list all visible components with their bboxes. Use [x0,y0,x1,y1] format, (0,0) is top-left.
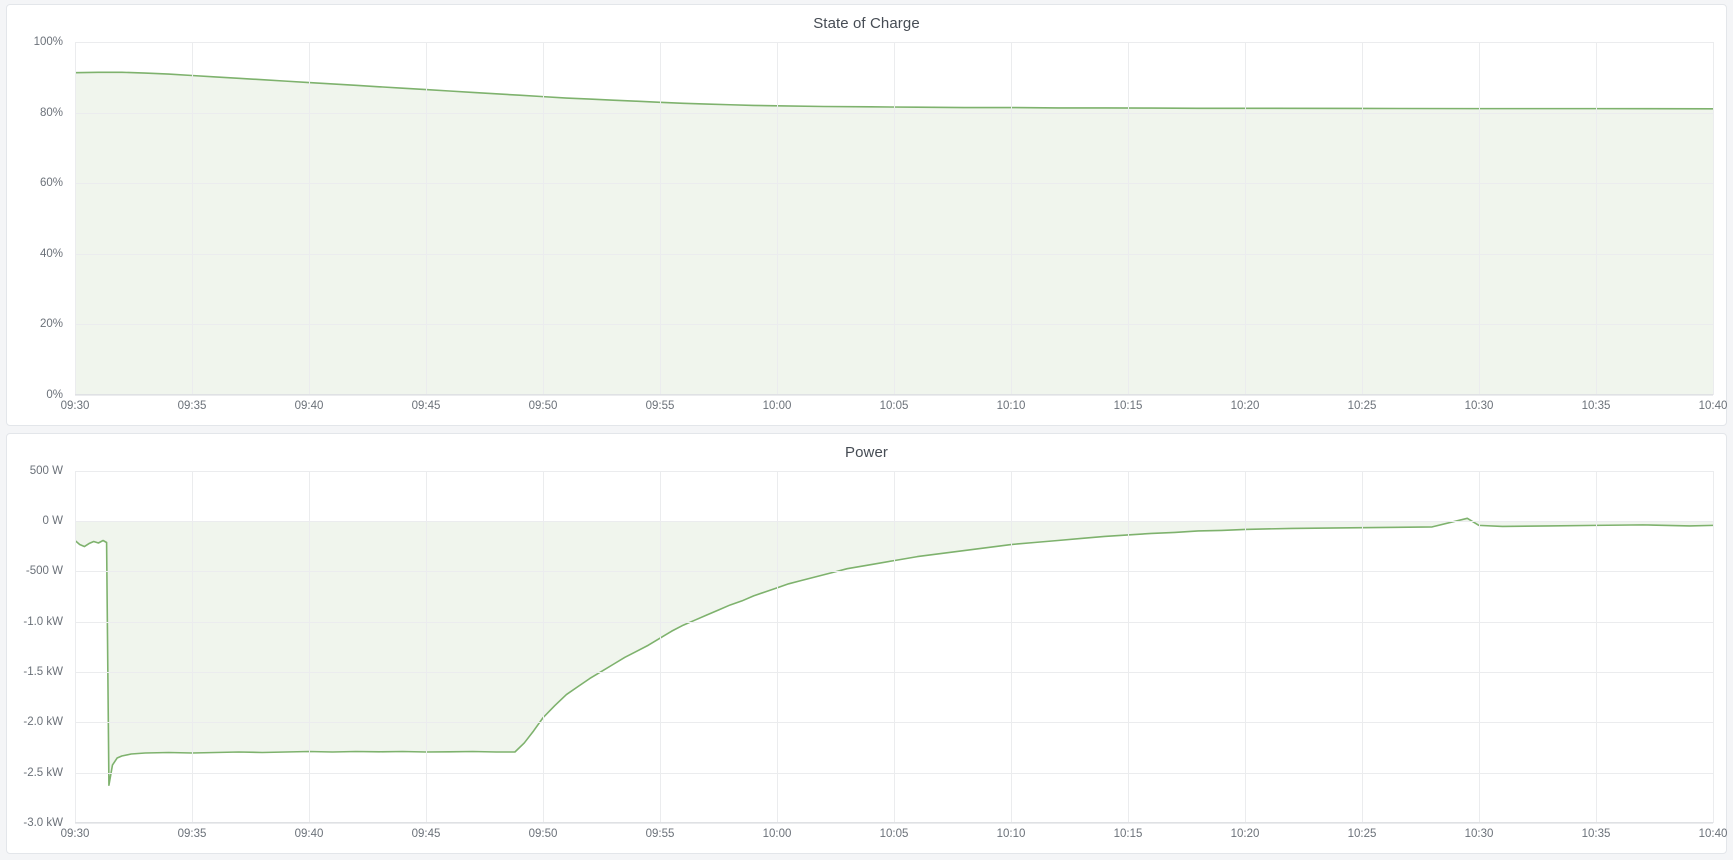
x-tick-label: 10:15 [1113,399,1143,412]
gridline-vertical [660,42,661,395]
panel-title-power: Power [844,443,889,461]
x-tick-label: 10:05 [879,828,909,840]
x-tick-label: 10:35 [1581,828,1611,840]
gridline-vertical [1479,470,1480,823]
gridline-vertical [1479,42,1480,395]
gridline-vertical [309,42,310,395]
gridline-horizontal [75,394,1713,396]
series-line [75,72,1713,108]
x-axis-power: 09:30 09:35 09:40 09:45 09:50 09:55 10:00 10:05… [61,825,1728,849]
y-tick-label: 80% [39,106,63,119]
series-area-fill [75,517,1713,785]
gridline-vertical [1128,42,1129,395]
gridline-vertical [192,470,193,823]
y-tick-label: -1.0 kW [23,615,63,628]
gridline-vertical [1596,42,1597,395]
gridline-vertical [1245,42,1246,395]
gridline-vertical [660,470,661,823]
y-tick-label: -1.5 kW [23,665,63,678]
x-tick-label: 10:00 [762,828,792,840]
gridline-horizontal [75,823,1713,824]
x-tick-label: 09:30 [60,828,90,840]
gridline-vertical [894,470,895,823]
gridline-vertical [1596,470,1597,823]
gridline-vertical [1362,470,1363,823]
gridline-vertical [1713,470,1714,823]
gridline-vertical [543,42,544,395]
x-tick-label: 09:45 [411,399,441,412]
gridline-vertical [1713,42,1714,395]
x-axis-state-of-charge: 09:30 09:35 09:40 09:45 09:50 09:55 10:00 10:05… [61,397,1728,421]
gridline-vertical [1245,470,1246,823]
panel-title-state-of-charge: State of Charge [813,15,920,32]
y-tick-label: 100% [33,36,63,48]
y-axis-power: 500 W 0 W -500 W -1.0 kW -1.5 kW -2.0 kW -2.5 … [7,465,69,830]
plot-area-power [75,470,1714,824]
y-tick-label: -2.5 kW [23,766,63,779]
x-tick-label: 09:40 [294,828,324,840]
y-tick-label: 500 W [29,464,63,477]
x-tick-label: 09:50 [528,399,558,412]
x-tick-label: 09:55 [645,828,675,840]
x-tick-label: 10:10 [996,399,1026,412]
panel-power: Power 500 W 0 W -500 W -1.0 kW -1.5 kW -2.0 k… [6,432,1728,854]
plot-area-state-of-charge [75,42,1714,396]
y-tick-label: -3.0 kW [23,817,63,829]
x-tick-label: 10:20 [1230,828,1260,840]
plot-power: 500 W 0 W -500 W -1.0 kW -1.5 kW -2.0 kW -2.5 … [7,465,1728,854]
gridline-vertical [192,42,193,395]
x-tick-label: 10:40 [1698,828,1728,840]
gridline-vertical [1362,42,1363,395]
gridline-vertical [777,470,778,823]
gridline-vertical [1011,42,1012,395]
x-tick-label: 10:40 [1698,399,1728,412]
y-tick-label: -500 W [25,565,63,578]
x-tick-label: 09:35 [177,399,207,412]
x-tick-label: 10:15 [1113,828,1143,840]
gridline-vertical [543,470,544,823]
x-tick-label: 09:40 [294,399,324,412]
series-power [75,471,1713,824]
x-tick-label: 10:10 [996,828,1026,840]
gridline-vertical [309,470,310,823]
x-tick-label: 10:35 [1581,399,1611,412]
x-tick-label: 09:35 [177,828,207,840]
gridline-vertical [426,42,427,395]
y-tick-label: 0 W [42,514,63,527]
y-axis-state-of-charge: 0% 20% 40% 60% 80% 100% [7,36,69,401]
x-tick-label: 10:30 [1464,828,1494,840]
y-tick-label: 20% [39,318,63,330]
x-tick-label: 10:30 [1464,399,1494,412]
gridline-vertical [426,470,427,823]
x-tick-label: 10:20 [1230,399,1260,412]
gridline-vertical [777,42,778,395]
gridline-vertical [1011,470,1012,823]
gridline-vertical [894,42,895,395]
gridline-vertical [1128,470,1129,823]
x-tick-label: 10:25 [1347,399,1377,412]
x-tick-label: 09:30 [60,399,90,412]
gridline-vertical [75,470,76,823]
plot-state-of-charge: 0% 20% 40% 60% 80% 100% 09:30 09:35 09:40 09:45 0… [7,36,1728,425]
x-tick-label: 09:50 [528,828,558,840]
y-tick-label: 0% [46,388,63,401]
x-tick-label: 10:25 [1347,828,1377,840]
y-tick-label: 40% [39,247,63,260]
x-tick-label: 09:55 [645,399,675,412]
y-tick-label: -2.0 kW [23,716,63,729]
gridline-vertical [75,42,76,395]
series-line [75,518,1713,785]
axis-baseline [75,393,1713,395]
x-tick-label: 09:45 [411,828,441,840]
x-tick-label: 10:00 [762,399,792,412]
panel-state-of-charge: State of Charge 0% 20% 40% 60% 80% 100% 09:30… [6,4,1727,426]
axis-baseline [75,822,1713,823]
y-tick-label: 60% [39,177,63,189]
x-tick-label: 10:05 [879,399,909,412]
